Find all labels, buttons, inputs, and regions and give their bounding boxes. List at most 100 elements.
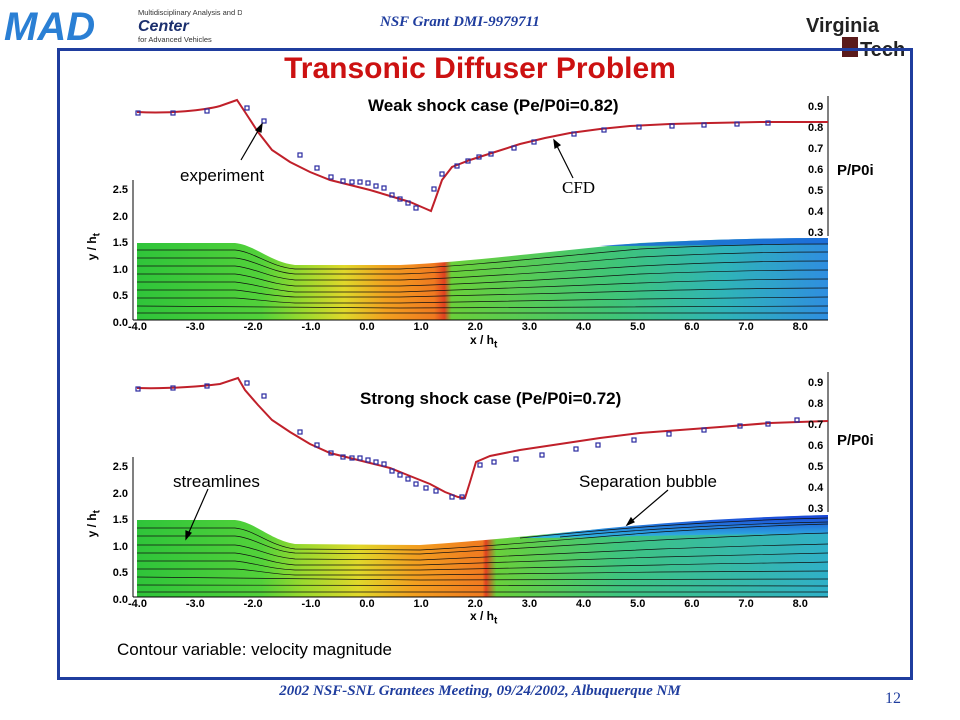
x-tick: 7.0 bbox=[738, 598, 754, 610]
x-tick: 3.0 bbox=[521, 321, 538, 333]
mad-logo-subtitle-1: Multidisciplinary Analysis and Design bbox=[138, 8, 242, 17]
y-axis-label-text: y / h bbox=[84, 513, 99, 538]
x-tick: -3.0 bbox=[185, 321, 205, 333]
y-tick: 0.0 bbox=[112, 593, 128, 606]
x-tick: -3.0 bbox=[185, 598, 205, 610]
streamlines-annotation: streamlines bbox=[173, 472, 260, 491]
strong-contour-axes bbox=[132, 457, 828, 598]
weak-pressure-ticks: 0.9 0.8 0.7 0.6 0.5 0.4 0.3 bbox=[808, 97, 828, 244]
pressure-tick: 0.3 bbox=[808, 503, 824, 515]
x-tick: -2.0 bbox=[243, 598, 263, 610]
weak-shock-case-label: Weak shock case (Pe/P0i=0.82) bbox=[368, 96, 619, 115]
pressure-axis-label-strong: P/P0i bbox=[837, 432, 874, 449]
mad-logo-graphic: MAD Multidisciplinary Analysis and Desig… bbox=[4, 5, 261, 49]
pressure-tick: 0.9 bbox=[808, 377, 824, 389]
page-number: 12 bbox=[885, 690, 901, 707]
strong-y-ticks: 2.5 2.0 1.5 1.0 0.5 0.0 bbox=[108, 454, 128, 614]
x-tick: 4.0 bbox=[575, 321, 592, 333]
y-axis-label-text: y / h bbox=[84, 236, 99, 261]
x-tick: 5.0 bbox=[630, 321, 646, 333]
strong-x-ticks: -4.0 -3.0 -2.0 -1.0 0.0 1.0 2.0 3.0 4.0 … bbox=[128, 598, 808, 610]
y-tick: 2.0 bbox=[112, 210, 128, 223]
pressure-tick: 0.7 bbox=[808, 419, 824, 431]
strong-pressure-ticks: 0.9 0.8 0.7 0.6 0.5 0.4 0.3 bbox=[808, 373, 828, 520]
pressure-tick: 0.6 bbox=[808, 164, 824, 176]
pressure-tick: 0.5 bbox=[808, 461, 824, 473]
pressure-tick: 0.8 bbox=[808, 122, 824, 134]
weak-contour-axes bbox=[132, 180, 828, 321]
x-tick: 8.0 bbox=[792, 598, 808, 610]
vt-logo-emblem bbox=[842, 37, 858, 57]
x-tick: 7.0 bbox=[738, 321, 754, 333]
separation-bubble-annotation: Separation bubble bbox=[579, 472, 718, 491]
mad-center-logo: MAD Multidisciplinary Analysis and Desig… bbox=[2, 4, 261, 49]
grant-label: NSF Grant DMI-9979711 bbox=[380, 14, 540, 30]
x-tick: 3.0 bbox=[521, 598, 538, 610]
x-tick: 0.0 bbox=[359, 321, 375, 333]
y-tick: 1.5 bbox=[112, 237, 128, 250]
virginia-tech-logo: Virginia Tech bbox=[800, 10, 912, 62]
pressure-tick: 0.4 bbox=[808, 482, 824, 494]
y-tick: 1.0 bbox=[112, 540, 128, 553]
weak-contour-domain bbox=[137, 238, 828, 320]
y-axis-label-sub: t bbox=[91, 510, 103, 514]
pressure-tick: 0.9 bbox=[808, 101, 824, 113]
x-axis-label-sub: t bbox=[494, 615, 498, 627]
y-tick: 1.0 bbox=[112, 263, 128, 276]
strong-cfd-pressure-curve bbox=[136, 376, 829, 500]
y-tick: 0.5 bbox=[112, 290, 128, 303]
slide-frame bbox=[57, 48, 913, 680]
x-tick: -1.0 bbox=[301, 321, 321, 333]
x-tick: -4.0 bbox=[128, 321, 147, 333]
weak-annotation-arrows bbox=[240, 122, 574, 179]
y-axis-label-sub: t bbox=[91, 233, 103, 237]
y-tick: 2.0 bbox=[112, 487, 128, 500]
x-tick: 1.0 bbox=[413, 321, 429, 333]
mad-logo-center: Center bbox=[138, 18, 189, 35]
x-axis-label-text: x / h bbox=[470, 609, 495, 623]
weak-top-low-velocity-region bbox=[600, 238, 828, 246]
cfd-annotation: CFD bbox=[562, 178, 596, 197]
x-tick: 5.0 bbox=[630, 598, 646, 610]
x-tick: 1.0 bbox=[413, 598, 429, 610]
x-tick: 6.0 bbox=[684, 321, 700, 333]
x-tick: 4.0 bbox=[575, 598, 592, 610]
strong-x-axis-label: x / ht bbox=[470, 609, 497, 626]
pressure-tick: 0.6 bbox=[808, 440, 824, 452]
slide-title: Transonic Diffuser Problem bbox=[284, 52, 676, 85]
weak-x-axis-label: x / ht bbox=[470, 333, 497, 350]
pressure-tick: 0.8 bbox=[808, 398, 824, 410]
experiment-annotation: experiment bbox=[180, 166, 265, 185]
weak-y-axis-label: y / ht bbox=[85, 233, 102, 260]
pressure-tick: 0.5 bbox=[808, 185, 824, 197]
y-tick: 0.0 bbox=[112, 316, 128, 329]
strong-shock-case-label: Strong shock case (Pe/P0i=0.72) bbox=[360, 389, 622, 408]
weak-experiment-markers bbox=[135, 105, 771, 211]
pressure-tick: 0.7 bbox=[808, 143, 824, 155]
pressure-tick: 0.4 bbox=[808, 206, 824, 218]
mad-logo-subtitle-2: for Advanced Vehicles bbox=[138, 35, 212, 44]
x-tick: 2.0 bbox=[467, 321, 483, 333]
x-axis-label-text: x / h bbox=[470, 333, 495, 347]
x-tick: -1.0 bbox=[301, 598, 321, 610]
y-tick: 1.5 bbox=[112, 514, 128, 527]
y-tick: 2.5 bbox=[112, 461, 128, 473]
vt-logo-line1: Virginia bbox=[806, 15, 880, 37]
strong-experiment-markers bbox=[135, 380, 800, 500]
x-tick: 8.0 bbox=[792, 321, 808, 333]
x-axis-label-sub: t bbox=[494, 339, 498, 351]
x-tick: 2.0 bbox=[467, 598, 483, 610]
footer-meeting: 2002 NSF-SNL Grantees Meeting, 09/24/200… bbox=[279, 683, 681, 699]
virginia-tech-graphic: Virginia Tech bbox=[806, 15, 905, 61]
mad-logo-letters: MAD bbox=[4, 5, 95, 46]
pressure-tick: 0.3 bbox=[808, 227, 824, 239]
y-tick: 2.5 bbox=[112, 184, 128, 196]
x-tick: 6.0 bbox=[684, 598, 700, 610]
strong-annotation-arrows bbox=[185, 488, 669, 541]
weak-y-ticks: 2.5 2.0 1.5 1.0 0.5 0.0 bbox=[108, 177, 128, 337]
strong-streamlines bbox=[136, 517, 829, 593]
x-tick: -4.0 bbox=[128, 598, 147, 610]
x-tick: 0.0 bbox=[359, 598, 375, 610]
x-tick: -2.0 bbox=[243, 321, 263, 333]
